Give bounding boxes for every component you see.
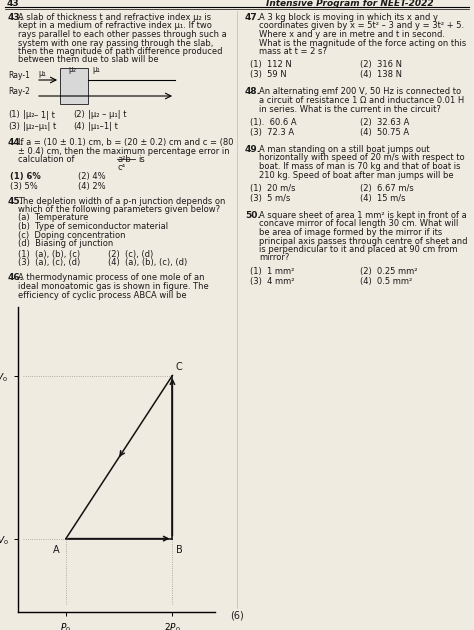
Text: Intensive Program for NEET-2022: Intensive Program for NEET-2022 [266, 0, 434, 8]
Text: (6): (6) [230, 610, 244, 620]
Text: (4)  15 m/s: (4) 15 m/s [360, 194, 405, 203]
Text: (3)  4 mm²: (3) 4 mm² [250, 277, 294, 286]
Text: mass at t = 2 s?: mass at t = 2 s? [259, 47, 327, 56]
Text: in series. What is the current in the circuit?: in series. What is the current in the ci… [259, 105, 441, 113]
Text: (b)  Type of semiconductor material: (b) Type of semiconductor material [18, 222, 168, 231]
Text: |μ₂ – μ₁| t: |μ₂ – μ₁| t [88, 110, 127, 119]
Text: What is the magnitude of the force acting on this: What is the magnitude of the force actin… [259, 38, 466, 47]
Text: calculation of: calculation of [18, 155, 74, 164]
Text: (3)  72.3 A: (3) 72.3 A [250, 128, 294, 137]
Text: (1).  60.6 A: (1). 60.6 A [250, 118, 297, 127]
Text: (2)  6.67 m/s: (2) 6.67 m/s [360, 184, 414, 193]
Text: (4)  50.75 A: (4) 50.75 A [360, 128, 409, 137]
Text: 45.: 45. [8, 197, 24, 205]
Text: 44.: 44. [8, 138, 24, 147]
Text: A 3 kg block is moving in which its x and y: A 3 kg block is moving in which its x an… [259, 13, 438, 22]
Text: rays parallel to each other passes through such a: rays parallel to each other passes throu… [18, 30, 227, 39]
Text: between them due to slab will be: between them due to slab will be [18, 55, 159, 64]
Text: 43: 43 [7, 0, 19, 8]
Text: The depletion width of a p-n junction depends on: The depletion width of a p-n junction de… [18, 197, 225, 205]
Text: (3)  (a), (c), (d): (3) (a), (c), (d) [18, 258, 80, 268]
Text: efficiency of cyclic process ABCA will be: efficiency of cyclic process ABCA will b… [18, 290, 187, 299]
Text: (2)  316 N: (2) 316 N [360, 60, 402, 69]
Text: (1)  1 mm²: (1) 1 mm² [250, 267, 294, 276]
Text: 50.: 50. [245, 211, 261, 220]
Text: principal axis passes through centre of sheet and: principal axis passes through centre of … [259, 236, 467, 246]
Text: 43.: 43. [8, 13, 24, 22]
Text: – 1| t: – 1| t [34, 111, 55, 120]
Text: A: A [53, 545, 60, 555]
Text: 49.: 49. [245, 145, 261, 154]
Text: then the magnitude of path difference produced: then the magnitude of path difference pr… [18, 47, 222, 56]
Text: kept in a medium of refractive index μ₁. If two: kept in a medium of refractive index μ₁.… [18, 21, 212, 30]
Text: ideal monoatomic gas is shown in figure. The: ideal monoatomic gas is shown in figure.… [18, 282, 209, 291]
Text: (1)  (a), (b), (c): (1) (a), (b), (c) [18, 249, 80, 258]
Text: |μ₂–μ₁| t: |μ₂–μ₁| t [23, 122, 56, 131]
Text: |μ₁–1| t: |μ₁–1| t [88, 122, 118, 131]
Text: (1)  112 N: (1) 112 N [250, 60, 292, 69]
Text: c⁴: c⁴ [118, 163, 126, 172]
Text: A square sheet of area 1 mm² is kept in front of a: A square sheet of area 1 mm² is kept in … [259, 211, 467, 220]
Text: horizontally with speed of 20 m/s with respect to: horizontally with speed of 20 m/s with r… [259, 154, 465, 163]
Text: boat. If mass of man is 70 kg and that of boat is: boat. If mass of man is 70 kg and that o… [259, 162, 461, 171]
Text: (3)  5 m/s: (3) 5 m/s [250, 194, 291, 203]
Text: μ₁: μ₁ [38, 69, 46, 78]
Text: (a)  Temperature: (a) Temperature [18, 214, 88, 222]
Text: 210 kg. Speed of boat after man jumps will be: 210 kg. Speed of boat after man jumps wi… [259, 171, 454, 180]
Text: C: C [175, 362, 182, 372]
Text: coordinates given by x = 5t² – 3 and y = 3t² + 5.: coordinates given by x = 5t² – 3 and y =… [259, 21, 464, 30]
Text: (d)  Biasing of junction: (d) Biasing of junction [18, 239, 113, 248]
Text: Where x and y are in metre and t in second.: Where x and y are in metre and t in seco… [259, 30, 445, 39]
Text: (4): (4) [73, 122, 85, 131]
Text: Ray-1: Ray-1 [8, 71, 30, 80]
Text: ± 0.4) cm, then the maximum percentage error in: ± 0.4) cm, then the maximum percentage e… [18, 147, 229, 156]
Text: If a = (10 ± 0.1) cm, b = (20 ± 0.2) cm and c = (80: If a = (10 ± 0.1) cm, b = (20 ± 0.2) cm … [18, 138, 234, 147]
Text: (2) 4%: (2) 4% [78, 171, 106, 181]
Text: (1)  20 m/s: (1) 20 m/s [250, 184, 295, 193]
Text: a circuit of resistance 1 Ω and inductance 0.01 H: a circuit of resistance 1 Ω and inductan… [259, 96, 464, 105]
Text: (4)  138 N: (4) 138 N [360, 71, 402, 79]
Text: A thermodynamic process of one mole of an: A thermodynamic process of one mole of a… [18, 273, 204, 282]
Text: 47.: 47. [245, 13, 261, 22]
Text: A man standing on a still boat jumps out: A man standing on a still boat jumps out [259, 145, 429, 154]
Text: (2)  32.63 A: (2) 32.63 A [360, 118, 410, 127]
Text: (1): (1) [8, 110, 20, 119]
Text: (2)  0.25 mm²: (2) 0.25 mm² [360, 267, 418, 276]
Text: 46.: 46. [8, 273, 24, 282]
Text: be area of image formed by the mirror if its: be area of image formed by the mirror if… [259, 228, 442, 237]
Text: A slab of thickness t and refractive index μ₂ is: A slab of thickness t and refractive ind… [18, 13, 211, 22]
Text: mirror?: mirror? [259, 253, 289, 263]
Bar [60, 68, 88, 104]
Text: μ₂: μ₂ [68, 65, 76, 74]
Text: An alternating emf 200 V, 50 Hz is connected to: An alternating emf 200 V, 50 Hz is conne… [259, 88, 461, 96]
Text: system with one ray passing through the slab,: system with one ray passing through the … [18, 38, 213, 47]
Text: (2): (2) [73, 110, 85, 119]
Text: (4) 2%: (4) 2% [78, 181, 106, 190]
Text: (4)  0.5 mm²: (4) 0.5 mm² [360, 277, 412, 286]
Text: which of the following parameters given below?: which of the following parameters given … [18, 205, 220, 214]
Text: (3): (3) [8, 122, 20, 131]
Text: Ray-2: Ray-2 [8, 87, 30, 96]
Text: concave mirror of focal length 30 cm. What will: concave mirror of focal length 30 cm. Wh… [259, 219, 458, 229]
Text: (3)  59 N: (3) 59 N [250, 71, 287, 79]
Text: (4)  (a), (b), (c), (d): (4) (a), (b), (c), (d) [108, 258, 187, 268]
Text: μ₁: μ₁ [92, 65, 100, 74]
Text: (1) 6%: (1) 6% [10, 171, 41, 181]
Text: a²b: a²b [118, 155, 132, 164]
Text: is perpendicular to it and placed at 90 cm from: is perpendicular to it and placed at 90 … [259, 245, 457, 254]
Text: B: B [175, 545, 182, 555]
Text: (2)  (c), (d): (2) (c), (d) [108, 249, 153, 258]
Text: 48.: 48. [245, 88, 261, 96]
Text: (3) 5%: (3) 5% [10, 181, 38, 190]
Text: |μ₂: |μ₂ [23, 110, 35, 119]
Text: (c)  Doping concentration: (c) Doping concentration [18, 231, 126, 239]
Text: is: is [138, 155, 145, 164]
